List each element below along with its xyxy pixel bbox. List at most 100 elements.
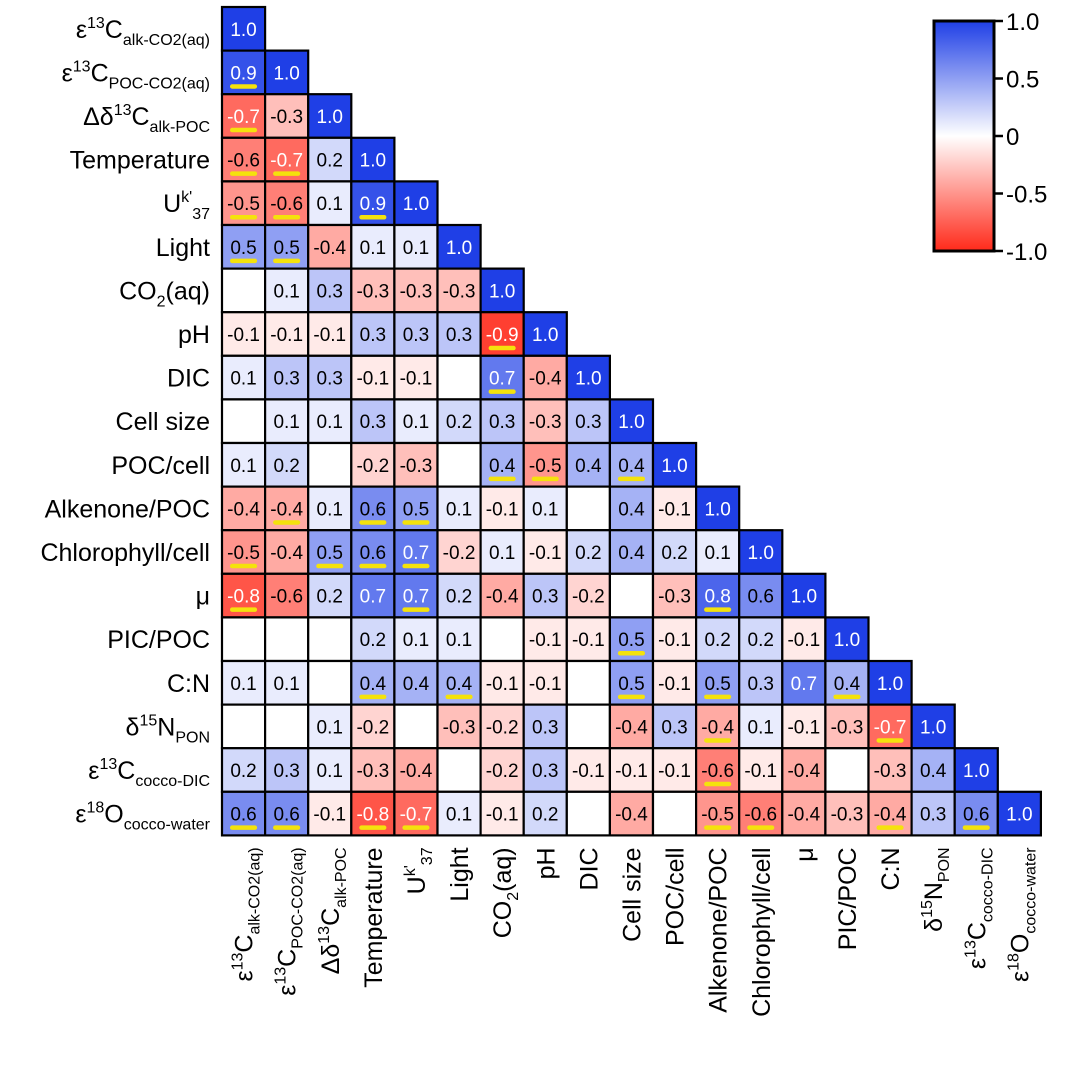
heatmap-cell: 0.1: [264, 267, 310, 314]
heatmap-cell: -0.1: [307, 311, 353, 357]
cell-value: 0.2: [273, 456, 299, 477]
heatmap-cell: [264, 703, 310, 750]
heatmap-cell: -0.1: [479, 790, 525, 837]
cell-value: 0.1: [704, 543, 730, 564]
heatmap-cell: -0.5: [694, 790, 741, 837]
cell-value: 1.0: [920, 717, 946, 738]
cell-value: 0.1: [273, 674, 299, 695]
label-base: O: [1006, 934, 1034, 953]
heatmap-cell: 0.3: [264, 747, 310, 793]
cell-value: -0.1: [486, 499, 519, 520]
cell-fill: [996, 790, 1042, 837]
cell-value: -0.1: [658, 499, 691, 520]
cell-value: -0.5: [701, 805, 734, 826]
cell-value: -0.7: [227, 107, 260, 128]
cell-value: 0.1: [317, 717, 343, 738]
cell-value: 0.6: [360, 499, 386, 520]
cell-fill: [220, 398, 267, 445]
heatmap-cell: [824, 747, 870, 793]
cell-value: 1.0: [575, 369, 601, 390]
color-legend: 1.0 0.5 0 -0.5 -1.0: [932, 9, 1047, 266]
heatmap-cell: 1.0: [824, 616, 870, 663]
heatmap-cell: 1.0: [694, 485, 741, 532]
cell-value: 0.3: [920, 805, 946, 826]
significance-marker: [704, 694, 732, 700]
cell-value: -0.8: [227, 587, 260, 608]
label-suffix: (aq): [489, 847, 517, 891]
cell-fill: [436, 354, 482, 401]
cell-fill: [436, 485, 482, 532]
cell-value: 1.0: [446, 238, 472, 259]
heatmap-cell: 0.2: [307, 572, 353, 619]
label-main: CO: [489, 901, 517, 939]
heatmap-cell: -0.4: [608, 703, 655, 750]
cell-value: 0.5: [704, 674, 730, 695]
heatmap-cell: 0.5: [694, 659, 741, 706]
label-main: δ: [920, 918, 948, 932]
significance-marker: [359, 563, 387, 569]
heatmap-cell: -0.3: [393, 441, 439, 488]
heatmap-cell: 1.0: [436, 223, 482, 270]
heatmap-cell: 1.0: [910, 703, 956, 750]
heatmap-cell: 0.3: [307, 267, 353, 314]
heatmap-cell: 1.0: [867, 659, 913, 706]
label-subscript: alk-CO2(aq): [247, 847, 264, 934]
cell-fill: [608, 529, 655, 575]
significance-marker: [704, 781, 732, 787]
cell-fill: [565, 485, 611, 532]
heatmap-cell: -0.4: [781, 747, 827, 793]
label-main: Cell size: [116, 408, 210, 436]
label-main: CO: [119, 277, 157, 305]
cell-value: 0.1: [273, 281, 299, 302]
label-subscript: alk-POC: [333, 847, 350, 907]
significance-marker: [273, 520, 301, 525]
cell-value: 0.2: [230, 761, 256, 782]
heatmap-cell: -0.7: [220, 93, 267, 139]
column-label: DIC: [575, 847, 603, 890]
cell-value: -0.3: [874, 761, 907, 782]
cell-value: 0.2: [446, 587, 472, 608]
label-base: O: [104, 801, 123, 829]
cell-value: -0.1: [227, 325, 260, 346]
label-main: U: [163, 190, 181, 218]
cell-fill: [781, 572, 827, 619]
heatmap-cell: 0.1: [307, 180, 353, 227]
cell-value: 0.1: [403, 412, 429, 433]
heatmap-cell: [565, 703, 611, 750]
cell-value: -0.1: [572, 761, 605, 782]
heatmap-cell: [220, 398, 267, 445]
label-base: C: [131, 103, 149, 131]
cell-value: 0.1: [360, 238, 386, 259]
cell-value: -0.3: [831, 805, 864, 826]
cell-value: 0.7: [360, 587, 386, 608]
heatmap-cell: 0.2: [651, 529, 698, 575]
column-label: Uk'37: [402, 847, 436, 894]
heatmap-cell: -0.2: [350, 441, 396, 488]
cell-value: 0.5: [273, 238, 299, 259]
cell-fill: [522, 398, 568, 445]
cell-value: -0.1: [486, 805, 519, 826]
heatmap-cell: 0.3: [651, 703, 698, 750]
heatmap-cell: -0.4: [264, 485, 310, 532]
cell-value: 0.3: [403, 325, 429, 346]
cell-value: 0.3: [489, 412, 515, 433]
label-superscript: 13: [99, 756, 117, 773]
label-suffix: (aq): [166, 277, 210, 305]
label-main: ε: [1006, 971, 1034, 982]
cell-fill: [565, 790, 611, 837]
heatmap-cell: [436, 354, 482, 401]
heatmap-cell: [565, 790, 611, 837]
row-label: PIC/POC: [107, 626, 210, 654]
significance-marker: [617, 476, 645, 482]
cell-fill: [350, 398, 396, 445]
column-label: μ: [791, 847, 819, 861]
cell-fill: [522, 790, 568, 837]
heatmap-cell: -0.4: [781, 790, 827, 837]
cell-value: -0.1: [529, 630, 562, 651]
label-main: Light: [156, 234, 210, 262]
heatmap-cell: 1.0: [953, 747, 999, 793]
cell-value: 0.8: [704, 587, 730, 608]
cell-value: 1.0: [230, 20, 256, 41]
row-label: CO2(aq): [119, 277, 210, 310]
heatmap-cell: [651, 790, 698, 837]
